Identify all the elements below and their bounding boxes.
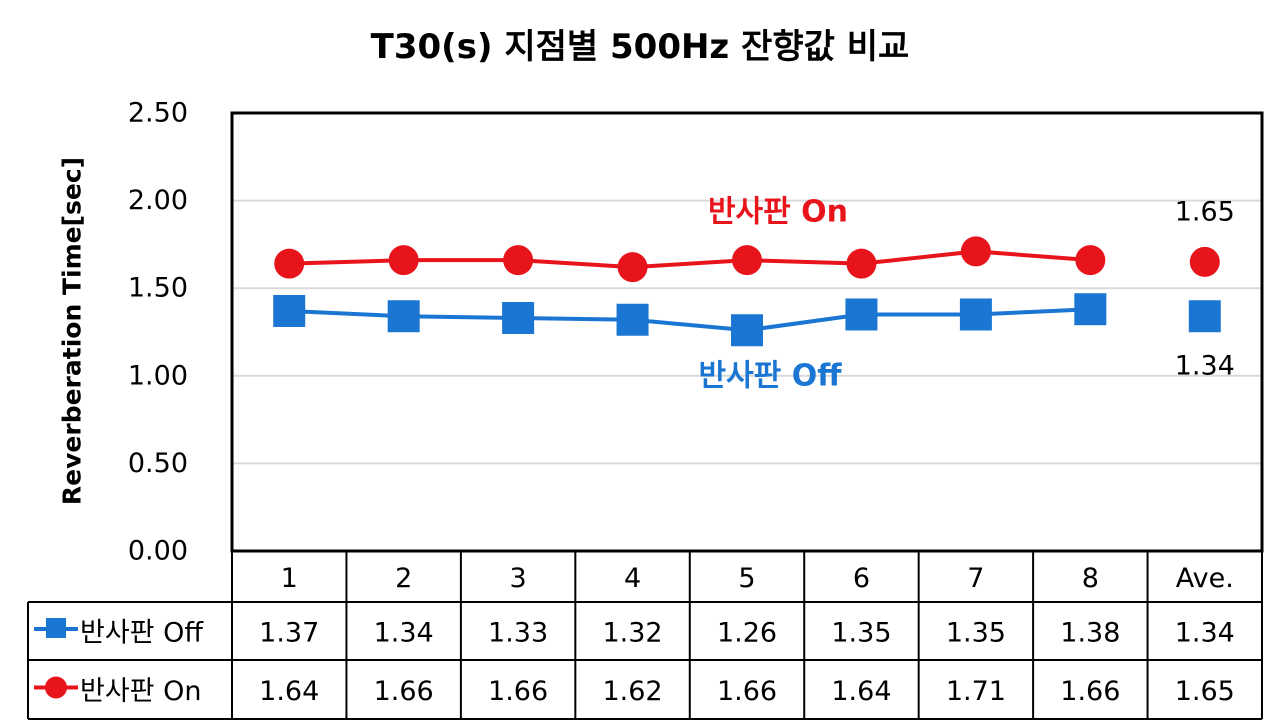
table-value-cell: 1.38 <box>1060 618 1120 649</box>
series-annotation-on: 반사판 On <box>708 195 848 230</box>
table-value-cell: 1.66 <box>1060 676 1120 707</box>
x-tick-label: 1 <box>281 563 298 594</box>
data-point-square <box>959 298 992 331</box>
y-tick-label: 0.50 <box>128 448 188 479</box>
data-point-square <box>1188 300 1221 333</box>
table-value-cell: 1.64 <box>259 676 319 707</box>
data-point-square <box>1074 293 1107 326</box>
table-value-cell: 1.66 <box>717 676 777 707</box>
y-tick-label: 1.00 <box>128 360 188 391</box>
data-point-square <box>502 301 535 334</box>
y-axis-label: Reverberation Time[sec] <box>58 157 87 505</box>
table-value-cell: 1.62 <box>602 676 662 707</box>
data-point-circle <box>732 245 762 276</box>
series-line-off <box>289 307 1091 333</box>
table-value-cell: 1.34 <box>1175 618 1235 649</box>
data-point-circle <box>274 248 305 279</box>
data-point-circle <box>1075 245 1106 276</box>
x-tick-label: 8 <box>1082 563 1099 594</box>
table-value-cell: 1.35 <box>946 618 1006 649</box>
legend-series-label: 반사판 On <box>80 676 201 707</box>
data-point-circle <box>617 252 648 283</box>
x-tick-label: 3 <box>510 563 527 594</box>
y-tick-label: 1.50 <box>128 273 188 304</box>
y-tick-label: 0.00 <box>128 536 188 567</box>
data-point-square <box>273 294 306 327</box>
data-point-circle <box>846 248 877 279</box>
table-value-cell: 1.71 <box>946 676 1006 707</box>
data-point-square <box>387 300 420 333</box>
plot-area-border <box>230 111 1264 553</box>
data-point-circle <box>388 245 419 276</box>
table-value-cell: 1.34 <box>374 618 434 649</box>
table-value-cell: 1.32 <box>602 618 662 649</box>
table-value-cell: 1.33 <box>488 618 548 649</box>
chart-title: T30(s) 지점별 500Hz 잔향값 비교 <box>371 27 910 67</box>
data-point-circle <box>503 245 534 276</box>
x-tick-label: 2 <box>395 563 412 594</box>
data-label-ave-off: 1.34 <box>1175 351 1235 382</box>
table-value-cell: 1.66 <box>374 676 434 707</box>
y-tick-label: 2.50 <box>128 98 188 129</box>
x-tick-label: 5 <box>738 563 755 594</box>
data-point-square <box>731 314 763 347</box>
x-tick-label: 4 <box>624 563 641 594</box>
legend-series-label: 반사판 Off <box>80 618 204 649</box>
table-value-cell: 1.26 <box>717 618 777 649</box>
x-tick-label: 6 <box>853 563 870 594</box>
series-line-on <box>289 249 1091 270</box>
data-point-circle <box>960 236 991 267</box>
x-tick-label: 7 <box>967 563 984 594</box>
data-point-circle <box>1189 246 1220 277</box>
y-tick-label: 2.00 <box>128 185 188 216</box>
table-value-cell: 1.65 <box>1175 676 1235 707</box>
table-value-cell: 1.64 <box>831 676 891 707</box>
legend-key-marker-square <box>46 618 66 638</box>
table-value-cell: 1.35 <box>831 618 891 649</box>
table-value-cell: 1.37 <box>259 618 319 649</box>
data-point-square <box>616 303 649 336</box>
x-tick-label: Ave. <box>1176 563 1234 594</box>
series-annotation-off: 반사판 Off <box>698 359 842 394</box>
table-value-cell: 1.66 <box>488 676 548 707</box>
data-point-square <box>845 298 878 331</box>
data-label-ave-on: 1.65 <box>1175 197 1235 228</box>
legend-key-marker-circle <box>45 676 67 699</box>
